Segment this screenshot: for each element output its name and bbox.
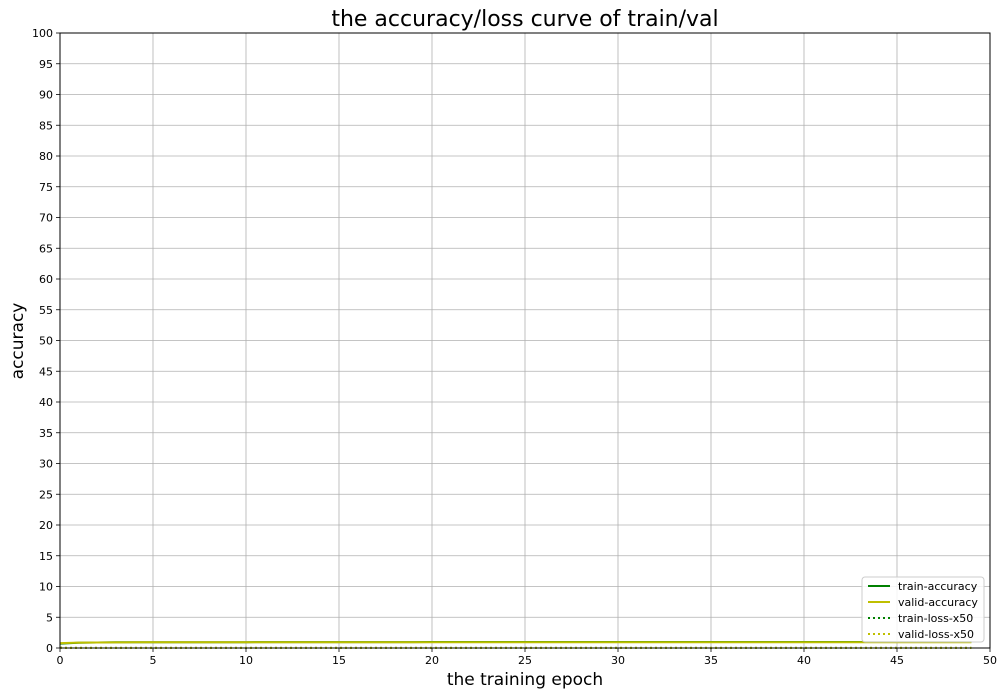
y-tick-label: 5	[46, 611, 53, 624]
legend: train-accuracy valid-accuracy train-loss-x…	[861, 576, 985, 643]
legend-box	[861, 576, 985, 643]
x-tick-label: 40	[797, 654, 811, 667]
x-axis-ticks: 0 5 10 15 20 25 30 35 40 45 50	[57, 648, 997, 667]
x-tick-label: 10	[239, 654, 253, 667]
x-tick-label: 25	[518, 654, 532, 667]
y-tick-label: 0	[46, 642, 53, 655]
y-tick-label: 15	[39, 550, 53, 563]
series-line-valid-accuracy	[59, 641, 972, 645]
x-tick-label: 30	[611, 654, 625, 667]
legend-label-train-accuracy: train-accuracy	[898, 580, 978, 593]
x-tick-label: 15	[332, 654, 346, 667]
y-tick-label: 35	[39, 427, 53, 440]
y-tick-label: 75	[39, 181, 53, 194]
y-tick-label: 25	[39, 488, 53, 501]
y-tick-label: 70	[39, 212, 53, 225]
series-lines	[59, 641, 972, 649]
y-tick-label: 45	[39, 365, 53, 378]
y-axis-label: accuracy	[8, 303, 28, 380]
y-axis-ticks: 0 5 10 15 20 25 30 35 40 45 50 55 60 65 70 75 80 85 90 95 10…	[32, 27, 60, 655]
x-tick-label: 50	[983, 654, 997, 667]
legend-label-valid-loss-x50: valid-loss-x50	[898, 628, 974, 641]
x-tick-label: 45	[890, 654, 904, 667]
y-tick-label: 55	[39, 304, 53, 317]
y-tick-label: 30	[39, 458, 53, 471]
y-tick-label: 85	[39, 119, 53, 132]
y-tick-label: 60	[39, 273, 53, 286]
y-tick-label: 100	[32, 27, 53, 40]
y-tick-label: 65	[39, 242, 53, 255]
y-tick-label: 10	[39, 581, 53, 594]
grid	[59, 32, 991, 649]
x-tick-label: 5	[150, 654, 157, 667]
chart-title: the accuracy/loss curve of train/val	[331, 7, 718, 32]
y-tick-label: 20	[39, 519, 53, 532]
legend-label-train-loss-x50: train-loss-x50	[898, 612, 973, 625]
y-tick-label: 80	[39, 150, 53, 163]
y-tick-label: 40	[39, 396, 53, 409]
x-tick-label: 20	[425, 654, 439, 667]
x-axis-label: the training epoch	[447, 670, 603, 690]
y-tick-label: 90	[39, 89, 53, 102]
y-tick-label: 50	[39, 335, 53, 348]
legend-label-valid-accuracy: valid-accuracy	[898, 596, 978, 609]
y-tick-label: 95	[39, 58, 53, 71]
x-tick-label: 0	[57, 654, 64, 667]
x-tick-label: 35	[704, 654, 718, 667]
